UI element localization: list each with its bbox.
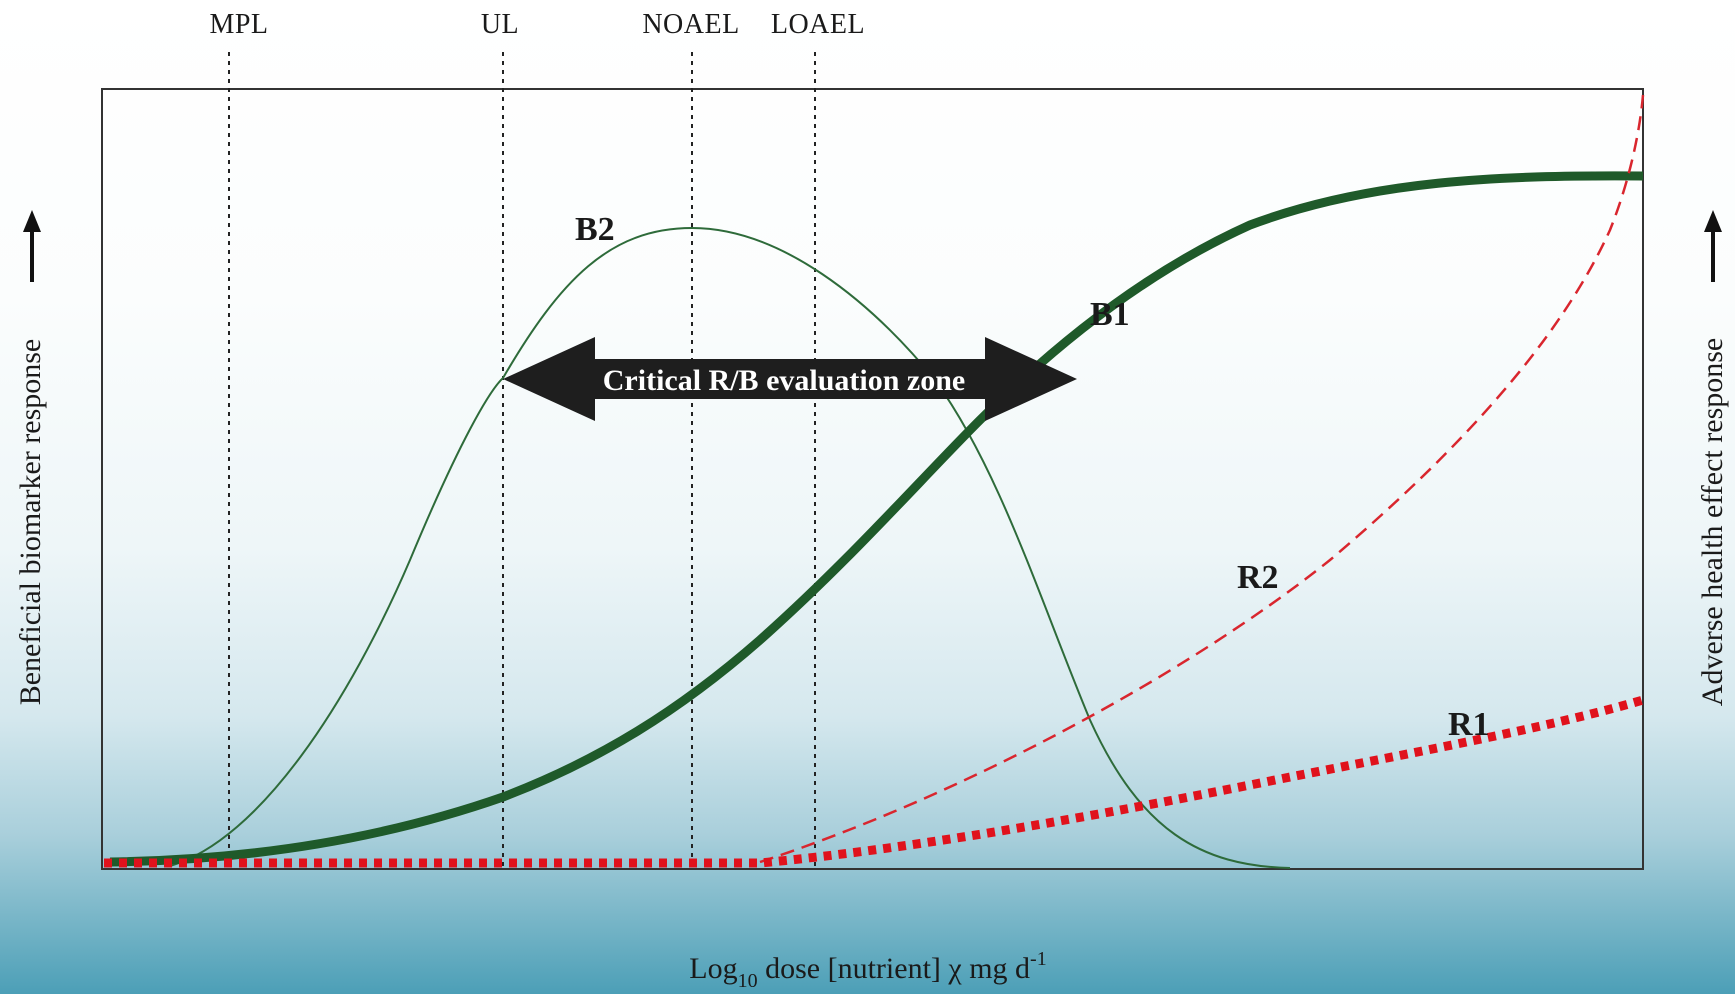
critical-zone-arrow: [503, 337, 1077, 421]
x-axis-label: Log10 dose [nutrient] χ mg d-1: [689, 948, 1046, 992]
plot-frame: [101, 88, 1644, 870]
x-axis-label-subscript: 10: [738, 970, 758, 992]
r2-curve: [759, 94, 1645, 864]
r2-label: R2: [1237, 559, 1279, 596]
up-arrow-icon: [23, 210, 41, 282]
mpl-label: MPL: [209, 9, 268, 40]
noael-label: NOAEL: [642, 9, 739, 40]
b1-label: B1: [1090, 296, 1130, 333]
b1-curve: [109, 171, 1644, 867]
b2-curve: [169, 226, 1291, 869]
ul-label: UL: [481, 9, 519, 40]
loael-label: LOAEL: [771, 9, 865, 40]
reference-lines: [228, 52, 816, 869]
x-axis-label-prefix: Log: [689, 952, 737, 985]
left-axis-label: Beneficial biomarker response: [14, 339, 47, 706]
right-axis-label: Adverse health effect response: [1696, 338, 1729, 706]
critical-zone-label: Critical R/B evaluation zone: [603, 364, 965, 397]
x-axis-label-middle: dose [nutrient] χ mg d: [758, 952, 1030, 985]
b2-label: B2: [575, 211, 615, 248]
up-arrow-icon: [1704, 210, 1722, 282]
r1-curve: [104, 695, 1645, 868]
r1-label: R1: [1448, 706, 1490, 743]
x-axis-label-superscript: -1: [1030, 948, 1047, 970]
